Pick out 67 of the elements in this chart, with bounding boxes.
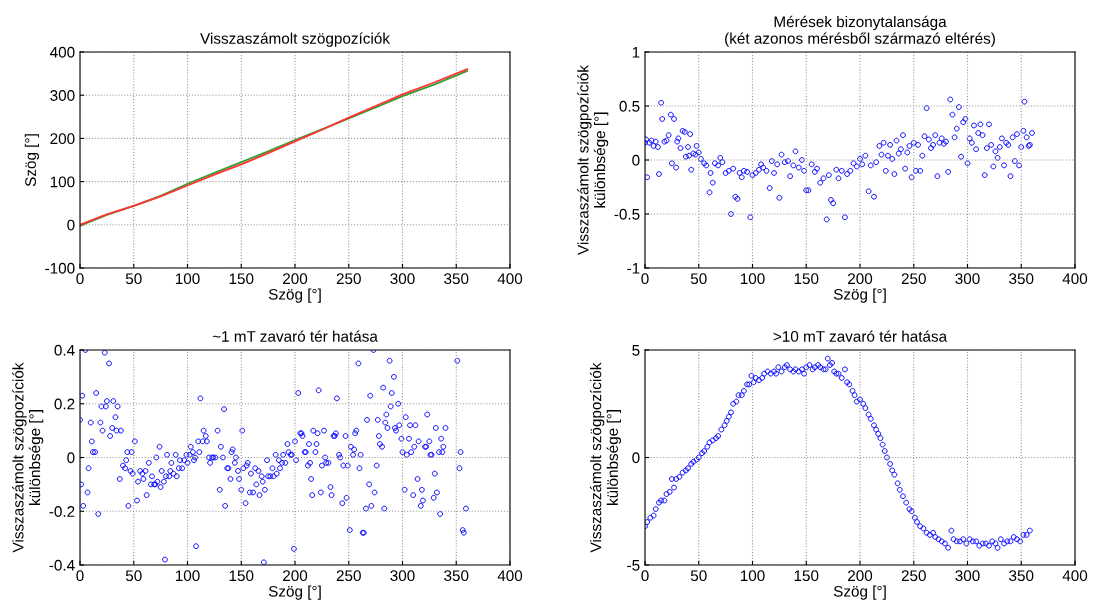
x-tick-label: 200 bbox=[848, 570, 873, 582]
y-tick-label: 0 bbox=[632, 154, 640, 166]
x-tick-label: 200 bbox=[283, 570, 308, 582]
y-axis-title: Visszaszámolt szögpozíciók különbsége [°] bbox=[12, 362, 44, 553]
y-tick-label: 200 bbox=[50, 133, 75, 145]
x-axis-title: Szög [°] bbox=[833, 288, 886, 303]
y-tick-label: -5 bbox=[627, 560, 640, 571]
y-tick-label: -0.5 bbox=[614, 208, 640, 220]
x-tick-label: 50 bbox=[125, 273, 142, 285]
chart-title: >10 mT zavaró tér hatása bbox=[773, 330, 948, 342]
y-tick-label: 300 bbox=[50, 90, 75, 101]
chart-title: Visszaszámolt szögpozíciók bbox=[200, 32, 390, 47]
x-tick-label: 250 bbox=[901, 570, 926, 582]
y-axis-title: Visszaszámolt szögpozíciók különbsége [°] bbox=[577, 65, 609, 255]
x-tick-label: 50 bbox=[690, 570, 707, 582]
y-tick-label: -0.4 bbox=[49, 559, 75, 571]
y-tick-label: 0.4 bbox=[54, 344, 75, 356]
y-tick-label: 0.2 bbox=[54, 398, 75, 410]
x-tick-label: 250 bbox=[336, 570, 361, 582]
y-tick-label: 0.5 bbox=[619, 100, 640, 112]
x-tick-label: 400 bbox=[497, 273, 523, 285]
y-tick-label: 0 bbox=[632, 452, 640, 464]
x-tick-label: 350 bbox=[444, 570, 469, 582]
x-tick-label: 350 bbox=[1009, 273, 1034, 285]
x-axis-title: Szög [°] bbox=[833, 585, 886, 600]
x-axis-title: Szög [°] bbox=[268, 288, 321, 303]
y-axis-title: Szög [°] bbox=[24, 134, 40, 187]
x-tick-label: 300 bbox=[955, 273, 980, 285]
chart-title: ~1 mT zavaró tér hatása bbox=[212, 330, 378, 342]
y-tick-label: 0 bbox=[67, 452, 75, 464]
x-tick-label: 250 bbox=[336, 273, 361, 285]
x-tick-label: 400 bbox=[1062, 273, 1088, 285]
y-tick-label: -1 bbox=[627, 263, 640, 274]
y-axis-title: Visszaszámolt szögpozíciók különbsége [°] bbox=[589, 362, 621, 553]
x-tick-label: 150 bbox=[229, 570, 254, 582]
x-tick-label: 100 bbox=[740, 273, 765, 285]
y-tick-label: 1 bbox=[632, 47, 640, 58]
x-tick-label: 350 bbox=[444, 273, 469, 285]
x-tick-label: 400 bbox=[497, 570, 523, 582]
x-tick-label: 0 bbox=[76, 273, 84, 285]
y-tick-label: 100 bbox=[50, 176, 75, 188]
x-tick-label: 250 bbox=[901, 273, 926, 285]
chart-title: Mérések bizonytalansága (két azonos mérésből származó eltérés) bbox=[725, 15, 995, 47]
x-tick-label: 0 bbox=[641, 273, 649, 285]
x-tick-label: 400 bbox=[1062, 570, 1088, 582]
x-axis-title: Szög [°] bbox=[268, 585, 321, 600]
x-tick-label: 150 bbox=[229, 273, 254, 285]
y-tick-label: 0 bbox=[67, 219, 75, 231]
x-tick-label: 0 bbox=[76, 570, 84, 582]
x-tick-label: 100 bbox=[175, 570, 200, 582]
x-tick-label: 0 bbox=[641, 570, 649, 582]
x-tick-label: 100 bbox=[175, 273, 200, 285]
x-tick-label: 300 bbox=[955, 570, 980, 582]
x-tick-label: 150 bbox=[794, 273, 819, 285]
x-tick-label: 200 bbox=[283, 273, 308, 285]
x-tick-label: 350 bbox=[1009, 570, 1034, 582]
y-tick-label: -0.2 bbox=[49, 506, 75, 517]
x-tick-label: 50 bbox=[125, 570, 142, 582]
y-tick-label: 400 bbox=[50, 46, 75, 58]
y-tick-label: -100 bbox=[45, 262, 75, 274]
x-tick-label: 50 bbox=[690, 273, 707, 285]
y-tick-label: 5 bbox=[632, 345, 640, 356]
x-tick-label: 300 bbox=[390, 570, 415, 582]
x-tick-label: 100 bbox=[740, 570, 765, 582]
x-tick-label: 300 bbox=[390, 273, 415, 285]
x-tick-label: 200 bbox=[848, 273, 873, 285]
x-tick-label: 150 bbox=[794, 570, 819, 582]
